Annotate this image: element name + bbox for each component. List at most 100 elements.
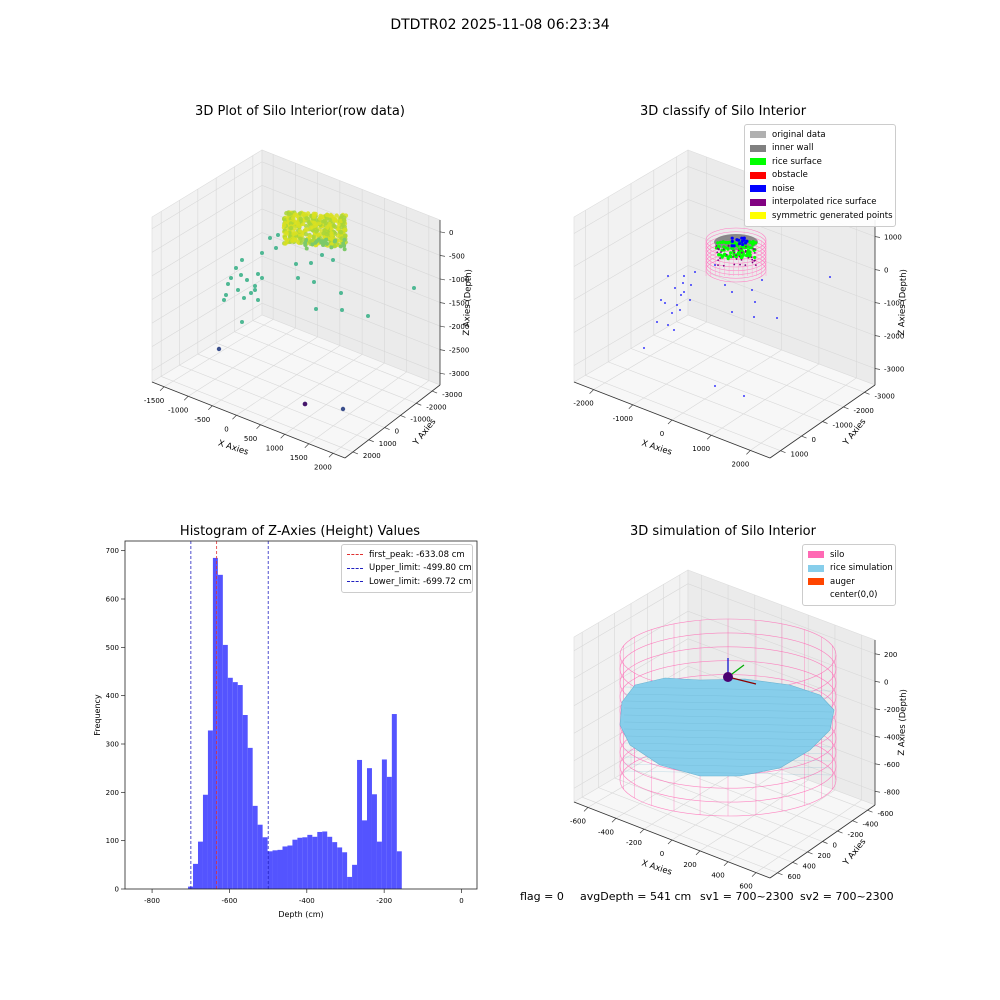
p2-noise-point — [761, 279, 763, 281]
p1-ytick-mark — [384, 427, 390, 430]
histogram-bar — [262, 837, 268, 889]
p2-noise-point — [690, 284, 692, 286]
p2-ytick-mark — [843, 406, 849, 410]
p2-xtick-label: 1000 — [692, 445, 710, 453]
p1-ytick-mark — [431, 390, 438, 394]
p1-xtick-label: 2000 — [314, 463, 332, 471]
histogram-bar — [242, 715, 248, 889]
p4-ztick-mark — [874, 763, 881, 766]
legend-line-swatch — [347, 567, 363, 569]
p1-data-point — [312, 280, 316, 284]
p1-data-point — [303, 243, 308, 248]
p2-interpolated-point — [737, 249, 740, 252]
p1-grid-x — [332, 380, 430, 454]
p2-interpolated-point — [751, 258, 754, 261]
histogram-bar — [193, 863, 198, 889]
p4-surface-mesh — [623, 763, 833, 769]
p1-data-point — [319, 239, 324, 244]
p2-xtick-label: 2000 — [731, 460, 749, 468]
p3-ytick-label: 200 — [106, 789, 119, 797]
p1-data-point — [308, 225, 314, 230]
p2-grid-y — [653, 334, 844, 408]
p1-ztick-mark — [439, 372, 446, 375]
panel2-3d-plot: -2000-1000010002000-3000-2000-1000010001… — [573, 149, 909, 468]
legend-label: Upper_limit: -499.80 cm — [369, 563, 472, 574]
p1-data-point — [236, 288, 240, 292]
p1-xtick-mark — [232, 415, 237, 420]
legend-label: symmetric generated points — [772, 210, 893, 221]
p2-noise-point — [694, 271, 696, 273]
p1-data-point — [288, 225, 294, 231]
p4-xtick-mark — [751, 872, 757, 877]
p1-data-point — [324, 212, 330, 218]
legend-line-swatch — [347, 581, 363, 583]
legend-entry: Lower_limit: -699.72 cm — [347, 575, 471, 589]
p1-ytick-label: 1000 — [379, 440, 397, 448]
p1-ztick-label: -1000 — [449, 276, 469, 284]
p2-interpolated-point — [722, 264, 725, 267]
p2-ztick-label: 1000 — [884, 234, 902, 242]
legend-label: obstacle — [772, 170, 808, 181]
p4-surface-mesh — [623, 693, 833, 699]
p4-z-axis-label: Z Axies (Depth) — [897, 689, 909, 756]
legend-entry: obstacle — [750, 169, 890, 183]
p4-ztick-label: -800 — [884, 788, 900, 796]
p2-noise-point — [740, 236, 744, 240]
p2-noise-point — [656, 321, 658, 323]
p2-interpolated-point — [754, 264, 757, 267]
p2-rice-surface-point — [717, 252, 721, 257]
p2-rice-surface-point — [742, 245, 746, 249]
p2-rice-surface-point — [747, 252, 751, 256]
p1-ytick-label: 0 — [395, 428, 399, 436]
p2-rice-surface-point — [739, 256, 743, 260]
p4-ytick-label: 200 — [818, 852, 831, 860]
p1-xtick-label: 1000 — [266, 444, 284, 452]
p2-noise-point — [743, 395, 745, 397]
p4-xtick-mark — [611, 818, 617, 823]
p1-data-point — [283, 236, 288, 241]
panel1-3d-plot: -1500 -1000 -500 0 500 1000 1500 2000 -3000 -2000… — [144, 149, 474, 471]
p2-ytick-label: -1000 — [833, 422, 853, 430]
p1-data-point — [341, 217, 347, 223]
p1-data-point — [274, 246, 278, 250]
p2-interpolated-point — [739, 263, 741, 266]
p2-interpolated-point — [744, 250, 747, 253]
p2-xtick-mark — [589, 389, 594, 394]
p1-ztick-label: -2500 — [449, 347, 469, 355]
legend-label: auger — [830, 576, 855, 587]
p1-grid-z — [151, 232, 441, 303]
p1-data-point — [313, 240, 318, 245]
panel3-title: Histogram of Z-Axies (Height) Values — [179, 524, 421, 539]
p2-ytick-mark — [864, 391, 870, 395]
p2-interpolated-point — [732, 249, 735, 252]
p2-noise-point — [742, 236, 746, 240]
p1-xtick-mark — [256, 424, 261, 429]
p2-ytick-label: 0 — [812, 436, 816, 444]
p1-data-point — [320, 253, 324, 257]
p2-interpolated-point — [740, 247, 743, 250]
p1-ztick-mark — [439, 278, 446, 281]
histogram-bar — [277, 849, 283, 889]
p4-y-axis-label: Y Axies — [841, 837, 869, 869]
p1-grid-x — [188, 327, 296, 397]
p4-ztick-mark — [874, 735, 881, 738]
p1-grid-x — [212, 336, 318, 407]
histogram-bar — [332, 842, 338, 889]
p1-data-point — [366, 314, 370, 318]
p3-ytick-label: 0 — [115, 886, 119, 894]
legend-swatch — [808, 564, 824, 572]
p2-x-axis-label: X Axies — [640, 438, 673, 457]
p2-interpolated-point — [733, 251, 736, 254]
p1-xtick-label: -1500 — [144, 397, 164, 405]
p2-z-axis-label: Z Axies (Depth) — [897, 269, 909, 336]
p2-rice-surface-point — [723, 252, 727, 256]
p2-interpolated-point — [753, 248, 756, 251]
legend-entry: symmetric generated points — [750, 209, 893, 223]
histogram-bar — [247, 747, 253, 889]
p2-rice-surface-point — [730, 246, 734, 250]
p2-rice-surface-point — [726, 257, 730, 261]
p4-ytick-label: -200 — [848, 831, 864, 839]
panel4-legend: silo rice simulation auger center(0,0) — [802, 544, 896, 606]
p1-data-point — [327, 217, 333, 223]
p1-data-point — [283, 241, 288, 246]
